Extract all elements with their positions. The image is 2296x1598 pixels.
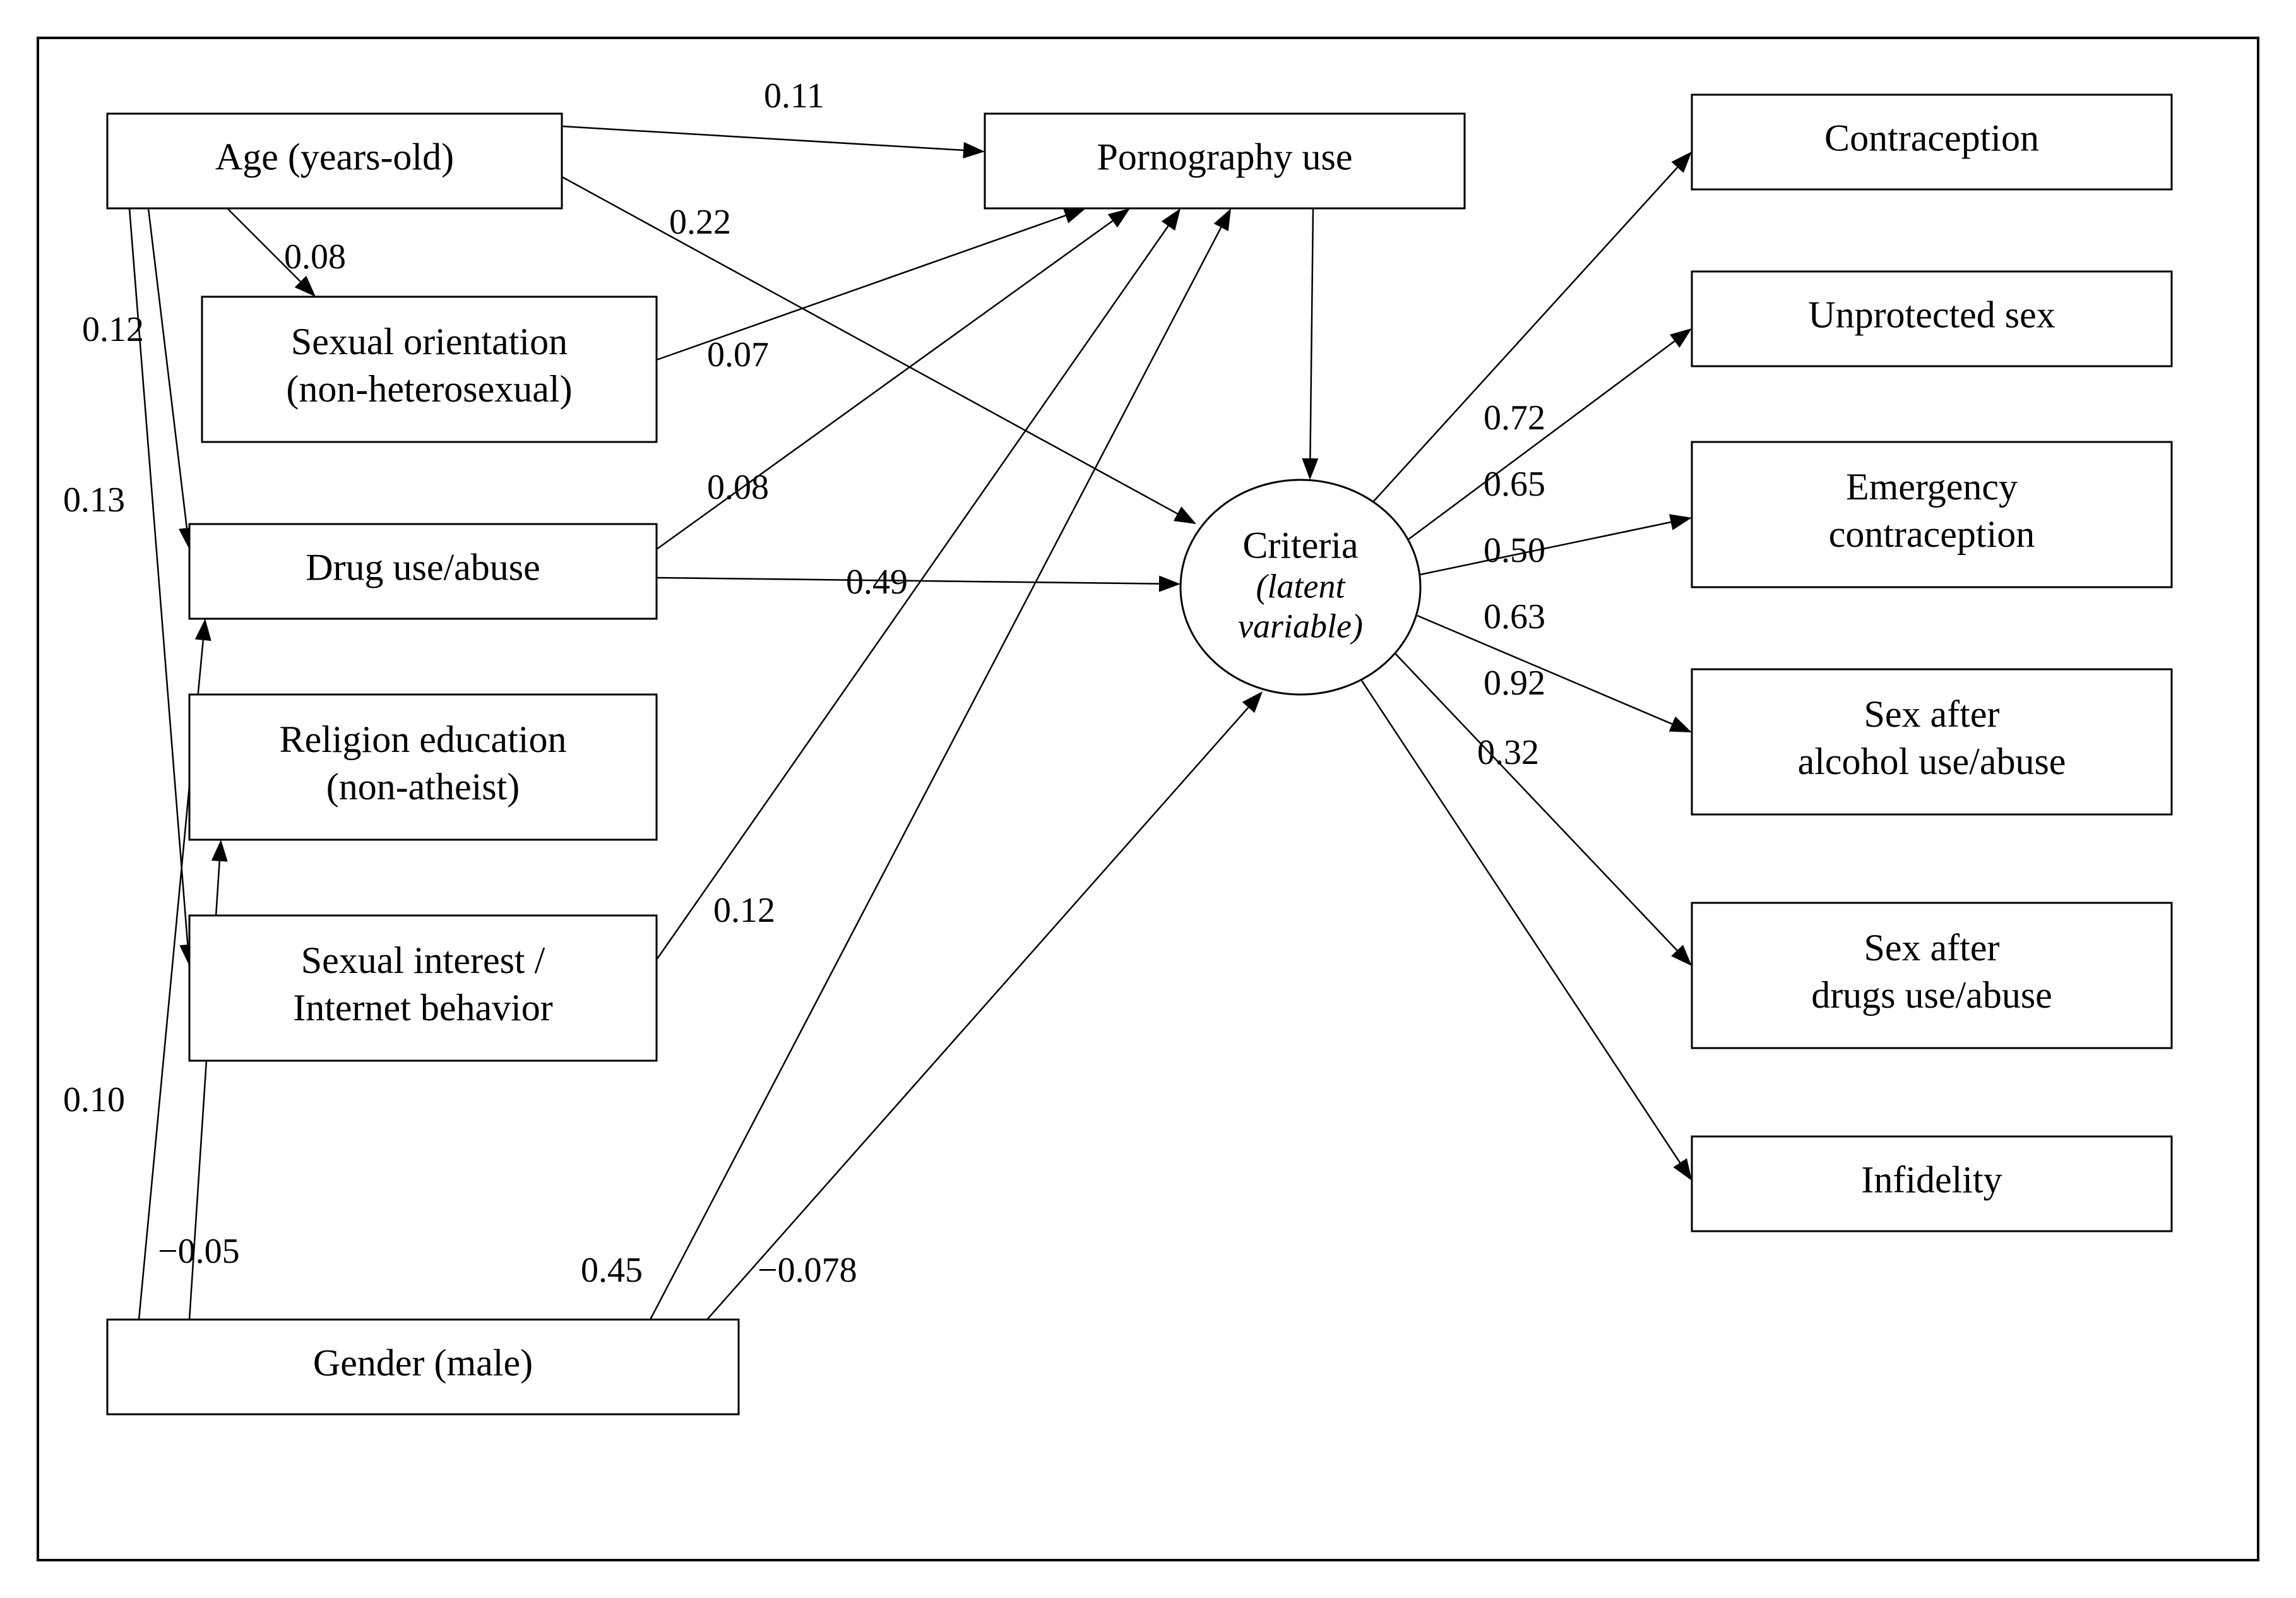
edge-label-age-sexInt: 0.13 [63,480,125,520]
edge-label-criteria-sexAlcohol: 0.63 [1484,597,1545,636]
node-label-emergency-1: contraception [1829,513,2035,555]
edge-label-criteria-emergency: 0.50 [1484,531,1545,570]
arrowhead [1302,458,1318,480]
arrowhead [1108,208,1130,227]
arrowhead [1669,717,1692,732]
node-label-religion-0: Religion education [280,719,567,760]
edge-age-drug [148,208,187,528]
edge-label-gender-religion: −0.05 [158,1232,240,1271]
edge-label-drug-porn: 0.08 [707,468,769,507]
arrowhead [1214,208,1231,231]
node-label-criteria-0: Criteria [1242,525,1358,566]
node-layer: Age (years-old) Sexual orientation (non-he… [107,95,2172,1414]
node-label-criteria-1: (latent [1256,568,1347,605]
edge-label-sexInt-porn: 0.12 [713,891,775,930]
node-label-drug-0: Drug use/abuse [306,547,540,588]
arrowhead [1162,208,1181,230]
node-label-sexInt-1: Internet behavior [293,987,552,1029]
arrowhead [1242,691,1263,713]
edge-label-criteria-infidelity: 0.32 [1477,733,1539,772]
arrowhead [211,840,228,862]
arrowhead [1159,576,1181,592]
node-label-sexInt-0: Sexual interest / [301,939,545,981]
edge-label-gender-porn: 0.45 [581,1251,643,1290]
edge-label-age-porn: 0.11 [764,76,824,116]
arrowhead [1174,506,1196,524]
node-label-criteria-2: variable) [1238,607,1363,645]
node-label-porn-0: Pornography use [1097,136,1353,178]
node-label-sexOrient-1: (non-heterosexual) [286,368,572,410]
node-label-religion-1: (non-atheist) [326,766,520,808]
edge-label-sexOrient-porn: 0.07 [707,335,769,374]
edge-label-gender-drug: 0.10 [63,1080,125,1119]
node-label-age-0: Age (years-old) [215,136,454,178]
edge-gender-porn [650,227,1221,1320]
arrowhead [195,619,211,641]
edge-label-age-drug: 0.12 [82,310,144,349]
node-label-sexDrugs-0: Sex after [1864,927,2000,969]
edge-age-porn [562,126,963,150]
edge-label-drug-criteria: 0.49 [846,563,908,602]
arrowhead [1670,328,1692,348]
node-label-emergency-0: Emergency [1846,466,2018,508]
sem-path-diagram: Age (years-old) Sexual orientation (non-he… [0,0,2296,1598]
node-label-infidelity-0: Infidelity [1861,1159,2002,1201]
arrowhead [1063,208,1086,224]
edge-criteria-emergency [1420,522,1671,575]
edge-criteria-unprotected [1408,341,1675,540]
node-label-contraception-0: Contraception [1824,117,2039,159]
arrowhead [1673,1158,1692,1181]
edge-label-criteria-contraception: 0.72 [1484,398,1545,438]
node-label-sexAlcohol-0: Sex after [1864,693,2000,735]
node-label-sexDrugs-1: drugs use/abuse [1811,974,2052,1016]
edge-porn-criteria [1310,208,1313,458]
edge-gender-criteria [707,707,1248,1320]
node-label-sexAlcohol-1: alcohol use/abuse [1798,741,2066,782]
edge-label-criteria-sexDrugs: 0.92 [1484,664,1545,703]
edge-drug-criteria [657,578,1159,584]
edge-label-criteria-unprotected: 0.65 [1484,465,1545,504]
edge-label-age-sexOrient: 0.08 [284,237,346,277]
edge-label-gender-criteria: −0.078 [758,1251,857,1290]
edge-label-age-criteria: 0.22 [669,203,731,242]
arrowhead [1669,514,1692,530]
node-label-sexOrient-0: Sexual orientation [291,321,568,362]
node-label-unprotected-0: Unprotected sex [1808,294,2055,336]
node-label-gender-0: Gender (male) [313,1342,533,1384]
arrowhead [963,142,985,158]
